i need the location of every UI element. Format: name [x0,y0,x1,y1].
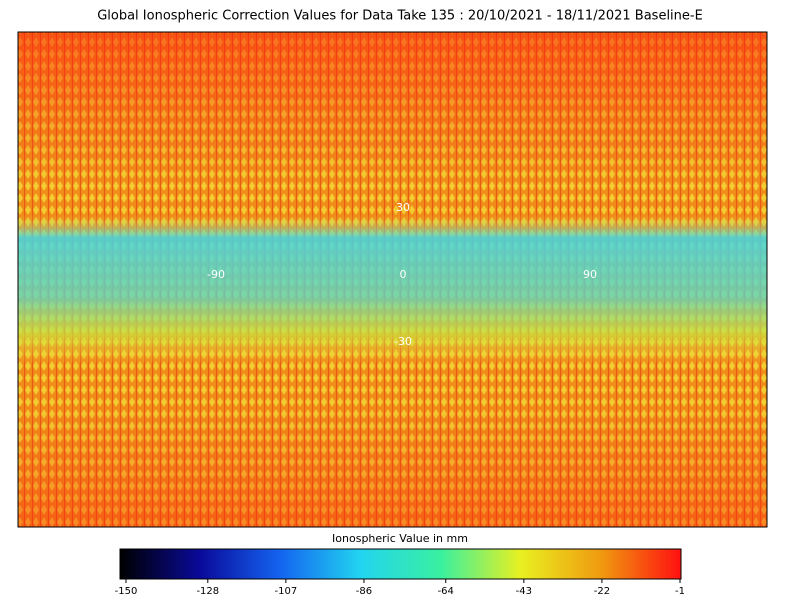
equatorial-band [18,215,767,365]
lon-label: -90 [207,268,225,281]
colorbar-tick-label: -1 [675,586,685,597]
colorbar-tick-label: -107 [275,586,298,597]
colorbar-tick-label: -43 [516,586,532,597]
colorbar-tick-label: -150 [115,586,138,597]
colorbar-tick-label: -86 [356,586,372,597]
map-frame [17,31,768,528]
map [17,31,768,528]
lat-label: 30 [396,201,410,214]
colorbar-tick-label: -64 [438,586,454,597]
colorbar-tick-label: -128 [196,586,219,597]
lon-label: 180 [767,268,788,281]
colorbar-tick-label: -22 [594,586,610,597]
lat-label: -30 [394,335,412,348]
lon-label: 0 [400,268,407,281]
colorbar [119,548,682,580]
title: Global Ionospheric Correction Values for… [97,9,703,24]
colorbar-label: Ionospheric Value in mm [332,532,468,545]
lon-label: 90 [583,268,597,281]
